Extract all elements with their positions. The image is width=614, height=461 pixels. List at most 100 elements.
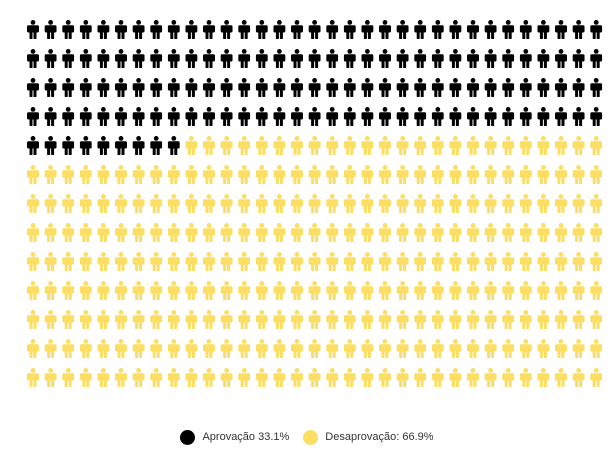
legend-item-aprovacao[interactable]: Aprovação 33.1% bbox=[180, 429, 289, 445]
person-icon-desaprovacao bbox=[185, 165, 198, 184]
person-icon-desaprovacao bbox=[484, 339, 497, 358]
person-icon-desaprovacao bbox=[502, 165, 515, 184]
person-icon-desaprovacao bbox=[379, 252, 391, 271]
person-icon-desaprovacao bbox=[431, 339, 444, 358]
person-icon-aprovacao bbox=[115, 49, 127, 68]
person-icon-aprovacao bbox=[379, 107, 391, 126]
person-icon-desaprovacao bbox=[326, 223, 339, 242]
person-icon-desaprovacao bbox=[220, 194, 233, 213]
person-icon-desaprovacao bbox=[467, 136, 479, 155]
person-icon-desaprovacao bbox=[343, 368, 356, 387]
person-icon-desaprovacao bbox=[273, 252, 286, 271]
person-icon-aprovacao bbox=[255, 20, 268, 39]
person-icon-desaprovacao bbox=[519, 194, 532, 213]
person-icon-desaprovacao bbox=[590, 310, 603, 329]
person-icon-desaprovacao bbox=[537, 223, 550, 242]
person-icon-desaprovacao bbox=[238, 281, 251, 300]
legend-item-desaprovacao[interactable]: Desaprovação: 66.9% bbox=[303, 429, 434, 445]
person-icon-aprovacao bbox=[519, 20, 532, 39]
person-icon-desaprovacao bbox=[79, 368, 92, 387]
person-icon-desaprovacao bbox=[150, 165, 163, 184]
person-icon-desaprovacao bbox=[308, 339, 321, 358]
person-icon-aprovacao bbox=[203, 107, 215, 126]
person-icon-desaprovacao bbox=[150, 281, 163, 300]
person-icon-desaprovacao bbox=[273, 339, 286, 358]
person-icon-desaprovacao bbox=[97, 368, 110, 387]
person-icon-aprovacao bbox=[572, 78, 585, 97]
person-icon-desaprovacao bbox=[431, 223, 444, 242]
person-icon-desaprovacao bbox=[27, 281, 39, 300]
person-icon-desaprovacao bbox=[115, 339, 127, 358]
person-icon-aprovacao bbox=[590, 107, 603, 126]
person-icon-desaprovacao bbox=[273, 136, 286, 155]
person-icon-aprovacao bbox=[537, 49, 550, 68]
person-icon-desaprovacao bbox=[291, 368, 303, 387]
person-icon-desaprovacao bbox=[449, 165, 462, 184]
person-icon-aprovacao bbox=[44, 136, 57, 155]
person-icon-aprovacao bbox=[185, 49, 198, 68]
person-icon-desaprovacao bbox=[379, 339, 391, 358]
person-icon-aprovacao bbox=[185, 107, 198, 126]
person-icon-desaprovacao bbox=[379, 223, 391, 242]
person-icon-desaprovacao bbox=[185, 194, 198, 213]
person-icon-desaprovacao bbox=[220, 136, 233, 155]
person-icon-aprovacao bbox=[572, 20, 585, 39]
person-icon-aprovacao bbox=[44, 20, 57, 39]
person-icon-desaprovacao bbox=[396, 136, 409, 155]
person-icon-aprovacao bbox=[502, 20, 515, 39]
person-icon-desaprovacao bbox=[27, 194, 39, 213]
person-icon-desaprovacao bbox=[502, 252, 515, 271]
person-icon-aprovacao bbox=[361, 78, 374, 97]
person-icon-desaprovacao bbox=[519, 310, 532, 329]
person-icon-aprovacao bbox=[238, 78, 251, 97]
person-icon-aprovacao bbox=[203, 78, 215, 97]
person-icon-desaprovacao bbox=[449, 339, 462, 358]
person-icon-aprovacao bbox=[62, 136, 75, 155]
person-icon-aprovacao bbox=[115, 78, 127, 97]
person-icon-aprovacao bbox=[167, 20, 180, 39]
person-icon-desaprovacao bbox=[115, 368, 127, 387]
person-icon-desaprovacao bbox=[590, 339, 603, 358]
person-icon-aprovacao bbox=[555, 78, 567, 97]
person-icon-aprovacao bbox=[414, 78, 427, 97]
person-icon-desaprovacao bbox=[255, 136, 268, 155]
person-icon-aprovacao bbox=[396, 49, 409, 68]
person-icon-desaprovacao bbox=[185, 339, 198, 358]
person-icon-aprovacao bbox=[203, 49, 215, 68]
person-icon-desaprovacao bbox=[555, 194, 567, 213]
person-icon-desaprovacao bbox=[185, 223, 198, 242]
person-icon-desaprovacao bbox=[555, 252, 567, 271]
person-icon-desaprovacao bbox=[555, 281, 567, 300]
person-icon-desaprovacao bbox=[537, 194, 550, 213]
person-icon-desaprovacao bbox=[167, 310, 180, 329]
person-icon-aprovacao bbox=[555, 49, 567, 68]
person-icon-desaprovacao bbox=[132, 194, 145, 213]
person-icon-desaprovacao bbox=[361, 136, 374, 155]
person-icon-desaprovacao bbox=[555, 339, 567, 358]
person-icon-desaprovacao bbox=[167, 194, 180, 213]
person-icon-desaprovacao bbox=[273, 223, 286, 242]
person-icon-aprovacao bbox=[414, 107, 427, 126]
person-icon-desaprovacao bbox=[62, 165, 75, 184]
person-icon-aprovacao bbox=[273, 49, 286, 68]
person-icon-desaprovacao bbox=[414, 136, 427, 155]
person-icon-aprovacao bbox=[27, 107, 39, 126]
person-icon-desaprovacao bbox=[343, 339, 356, 358]
person-icon-aprovacao bbox=[79, 49, 92, 68]
person-icon-desaprovacao bbox=[150, 194, 163, 213]
person-icon-desaprovacao bbox=[238, 223, 251, 242]
person-icon-aprovacao bbox=[27, 136, 39, 155]
person-icon-aprovacao bbox=[449, 20, 462, 39]
person-icon-aprovacao bbox=[150, 49, 163, 68]
person-icon-desaprovacao bbox=[326, 368, 339, 387]
person-icon-desaprovacao bbox=[44, 252, 57, 271]
person-icon-aprovacao bbox=[132, 20, 145, 39]
person-icon-aprovacao bbox=[167, 49, 180, 68]
person-icon-aprovacao bbox=[273, 20, 286, 39]
person-icon-desaprovacao bbox=[255, 281, 268, 300]
person-icon-desaprovacao bbox=[537, 165, 550, 184]
person-icon-desaprovacao bbox=[203, 165, 215, 184]
person-icon-aprovacao bbox=[484, 78, 497, 97]
person-icon-desaprovacao bbox=[308, 368, 321, 387]
person-icon-desaprovacao bbox=[203, 252, 215, 271]
